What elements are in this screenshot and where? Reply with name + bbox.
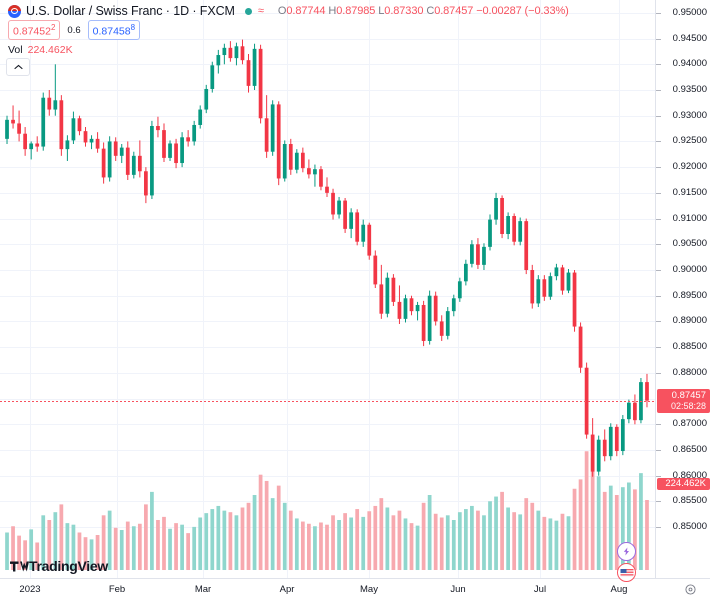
volume-label: Vol	[8, 44, 23, 56]
price-tick-label: 0.88000	[656, 367, 710, 379]
session-clock-icon[interactable]	[685, 584, 696, 595]
tradingview-wordmark: TradingView	[29, 558, 108, 574]
floating-badges	[617, 542, 636, 582]
time-scale[interactable]: 2023 Feb Mar Apr May Jun Jul Aug	[0, 578, 710, 601]
time-tick-label: 2023	[19, 584, 41, 595]
time-tick-label: Apr	[279, 584, 295, 595]
tradingview-logo-icon	[10, 561, 29, 571]
volume-legend[interactable]: Vol 224.462K	[8, 44, 73, 56]
bolt-glyph-icon	[623, 547, 630, 556]
low-label: L	[378, 5, 385, 17]
candlestick-series	[5, 39, 649, 477]
high-label: H	[328, 5, 337, 17]
change-value: −0.00287 (−0.33%)	[476, 5, 569, 17]
lower-band-sub: 2	[50, 23, 56, 33]
price-tick-label: 0.86500	[656, 444, 710, 456]
upper-band-sub: 8	[130, 23, 136, 33]
volume-series	[5, 451, 649, 571]
lower-band-box[interactable]: 0.874522	[8, 20, 61, 40]
price-tick-label: 0.87000	[656, 418, 710, 430]
chart-legend-header: U.S. Dollar / Swiss Franc · 1D · FXCM ≈ …	[0, 0, 710, 78]
usd-chf-pair-icon	[8, 4, 21, 18]
us-flag-glyph-icon	[620, 568, 633, 577]
us-flag-badge-icon[interactable]	[617, 563, 636, 582]
price-tick-label: 0.94000	[656, 58, 710, 70]
close-label: C	[426, 5, 435, 17]
time-tick-label: Feb	[108, 584, 126, 595]
equals-icon[interactable]: ≈	[257, 4, 264, 17]
price-tick-label: 0.86000	[656, 470, 710, 482]
ohlc-values: O0.87744 H0.87985 L0.87330 C0.87457 −0.0…	[278, 5, 569, 17]
indicator-value-boxes: 0.874522 0.6 0.874588	[8, 20, 141, 40]
series-visibility-dot[interactable]	[244, 7, 252, 15]
price-scale[interactable]: 0.95000 0.94500 0.94000 0.93500 0.93000 0.925…	[655, 0, 710, 578]
low-value: 0.87330	[384, 5, 424, 17]
price-tick-label: 0.92500	[656, 135, 710, 147]
lower-band-value: 0.87452	[13, 25, 51, 38]
volume-value: 224.462K	[27, 44, 73, 56]
price-tick-label: 0.94500	[656, 33, 710, 45]
price-tick-label: 0.92000	[656, 161, 710, 173]
last-price-line	[0, 401, 655, 402]
time-tick-label: Mar	[194, 584, 212, 595]
chevron-up-icon	[13, 64, 23, 70]
symbol-title-row[interactable]: U.S. Dollar / Swiss Franc · 1D · FXCM ≈ …	[8, 3, 569, 19]
upper-band-box[interactable]: 0.874588	[87, 20, 141, 40]
price-tick-label: 0.90000	[656, 264, 710, 276]
current-price-badge[interactable]: 0.87457 02:58:28	[657, 388, 710, 413]
lightning-alert-icon[interactable]	[617, 542, 636, 561]
price-tick-label: 0.90500	[656, 238, 710, 250]
upper-band-value: 0.87458	[92, 25, 131, 38]
open-value: 0.87744	[286, 5, 326, 17]
tradingview-watermark: TradingView	[10, 558, 108, 574]
price-tick-label: 0.91500	[656, 187, 710, 199]
chart-plot-area[interactable]	[0, 0, 655, 578]
price-tick-label: 0.93000	[656, 110, 710, 122]
time-tick-label: Jun	[450, 584, 466, 595]
time-tick-label: May	[360, 584, 378, 595]
price-tick-label: 0.93500	[656, 84, 710, 96]
open-label: O	[277, 5, 287, 17]
symbol-title[interactable]: U.S. Dollar / Swiss Franc · 1D · FXCM	[26, 4, 235, 18]
indicator-param-value: 0.6	[67, 24, 81, 36]
bar-countdown-timer: 02:58:28	[670, 400, 706, 411]
price-tick-label: 0.85000	[656, 521, 710, 533]
close-value: 0.87457	[434, 5, 474, 17]
price-tick-label: 0.91000	[656, 213, 710, 225]
price-tick-label: 0.95000	[656, 7, 710, 19]
price-tick-label: 0.89500	[656, 290, 710, 302]
collapse-pane-button[interactable]	[6, 58, 30, 76]
time-tick-label: Aug	[610, 584, 628, 595]
price-tick-label: 0.88500	[656, 341, 710, 353]
time-tick-label: Jul	[533, 584, 547, 595]
current-price-value: 0.87457	[671, 389, 706, 401]
volume-value-badge[interactable]: 224.462K	[657, 477, 710, 490]
high-value: 0.87985	[336, 5, 376, 17]
price-tick-label: 0.85500	[656, 495, 710, 507]
price-tick-label: 0.89000	[656, 315, 710, 327]
